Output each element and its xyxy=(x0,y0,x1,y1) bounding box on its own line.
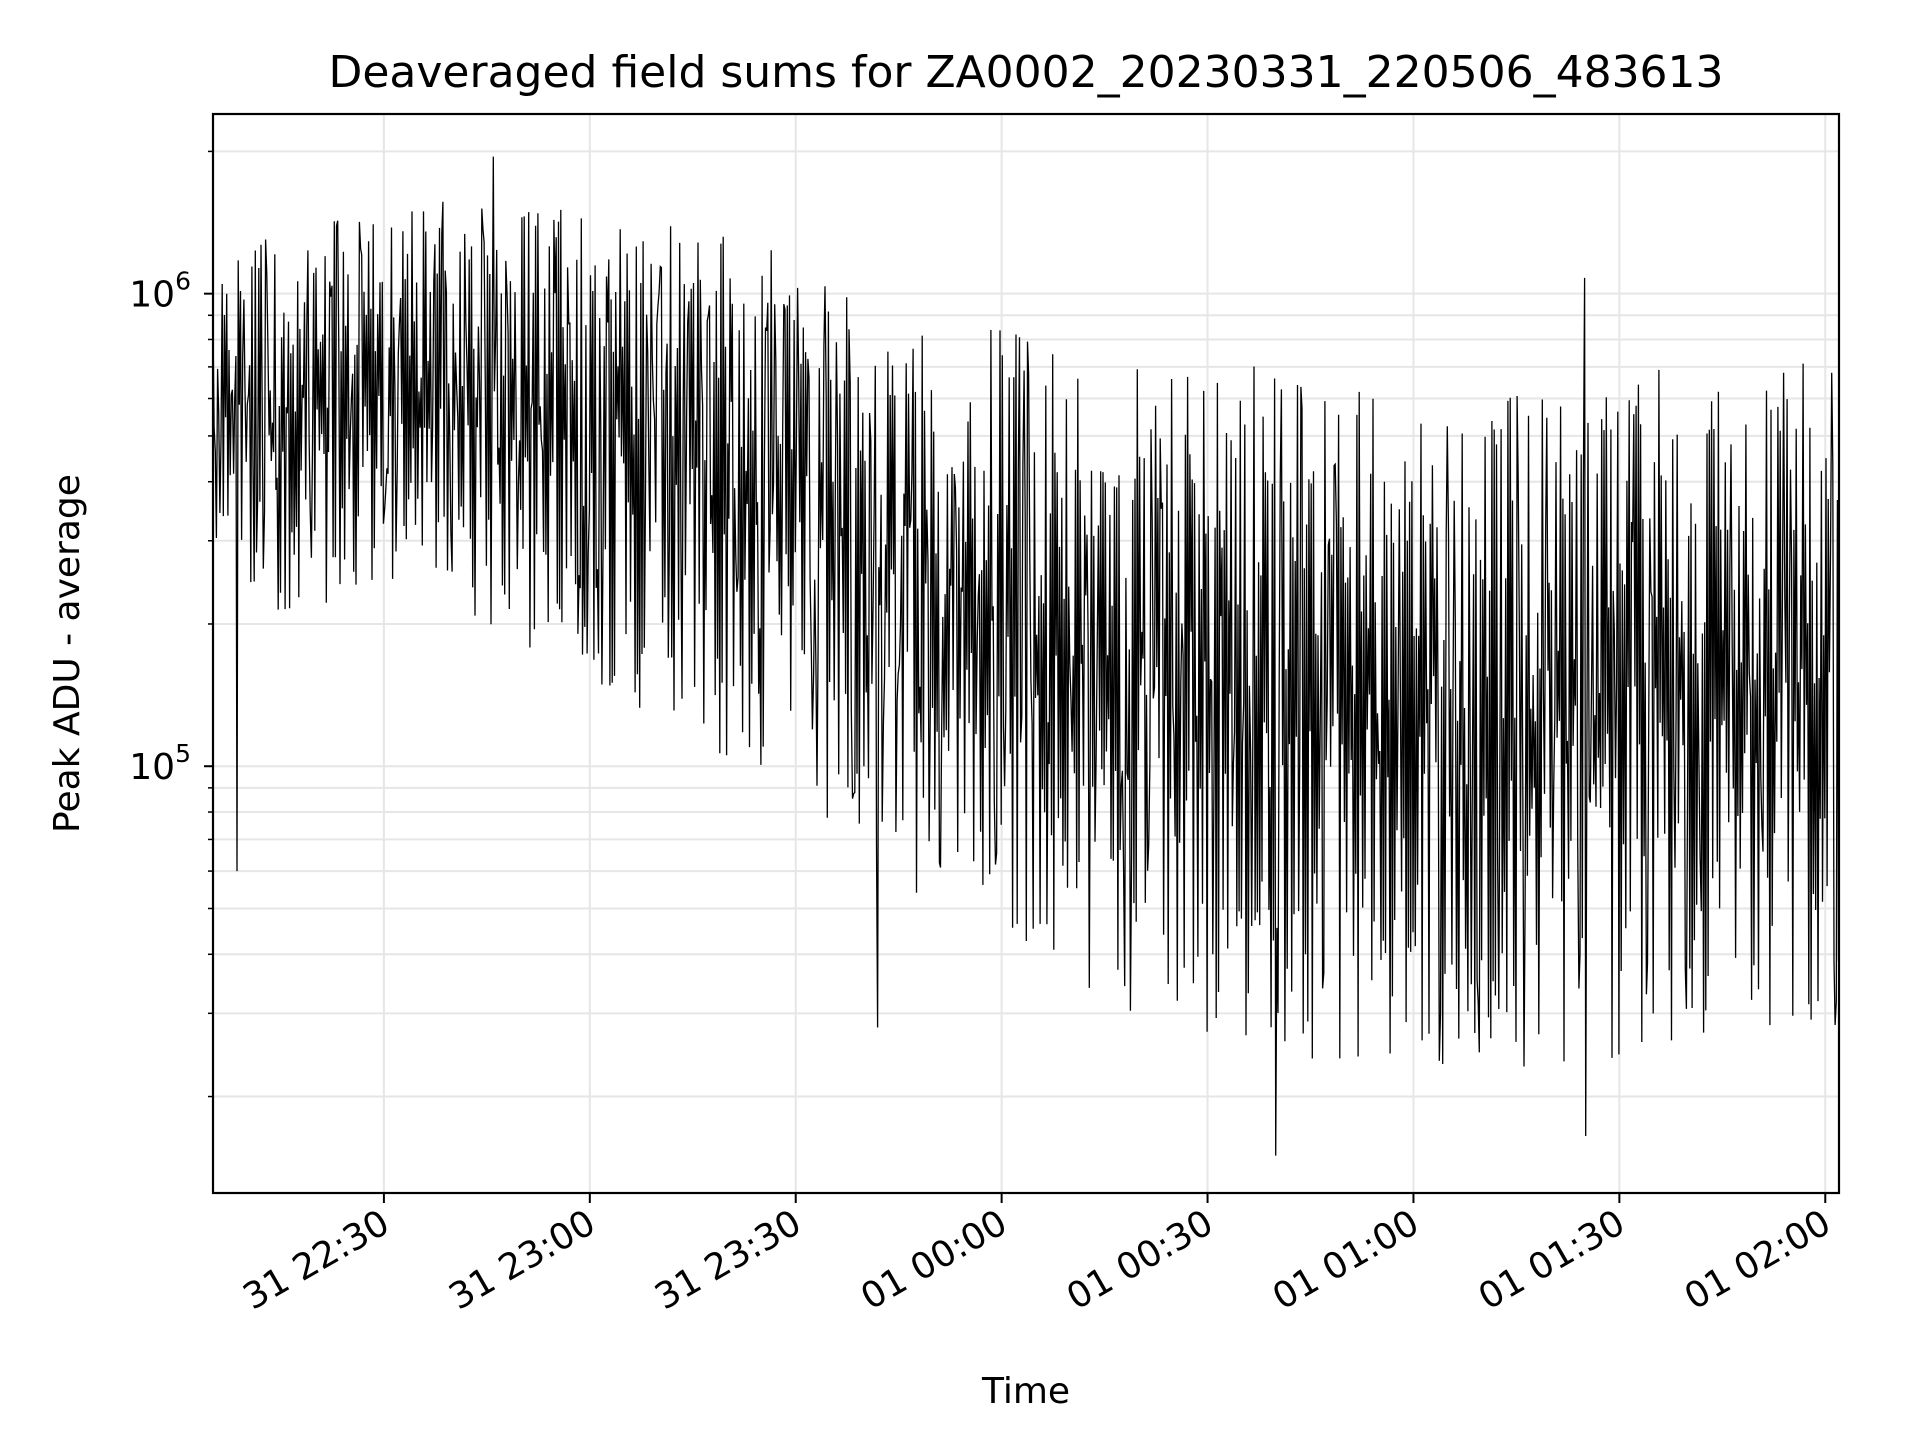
plot-frame xyxy=(211,112,1841,1195)
y-axis-ticks: 105 106 xyxy=(129,150,213,1098)
y-tick-label: 106 xyxy=(129,267,191,316)
chart-title: Deaveraged field sums for ZA0002_2023033… xyxy=(328,47,1723,98)
y-axis-label: Peak ADU - average xyxy=(47,474,88,833)
series-line-layer xyxy=(212,156,1840,1156)
x-axis-label: Time xyxy=(981,1371,1070,1412)
series-line xyxy=(212,156,1840,1156)
y-tick-label: 105 xyxy=(129,739,191,788)
